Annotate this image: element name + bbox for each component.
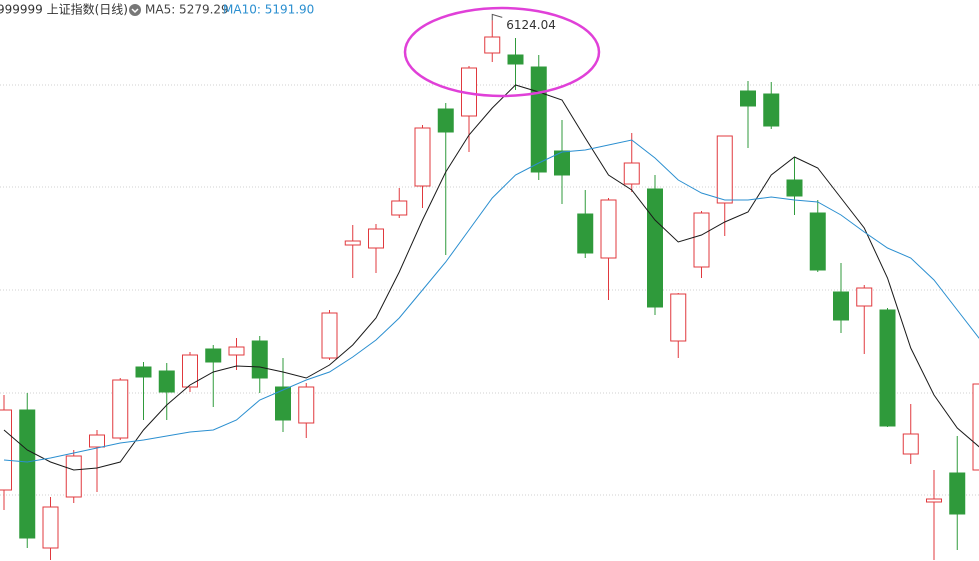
legend-entry: MA5: 5279.29 [145, 3, 229, 17]
candle-body-up [65, 455, 82, 498]
candle-body-up [0, 409, 12, 491]
candle-body-up [856, 287, 873, 307]
candle-body-up [902, 433, 919, 455]
candle-body-down [763, 93, 780, 127]
annotation-pointer [491, 13, 503, 21]
candle-body-up [926, 498, 942, 503]
highlight-ellipse [403, 6, 601, 98]
candle-body-down [158, 370, 175, 393]
candle-body-up [321, 312, 338, 359]
candle-body-down [19, 409, 36, 539]
candle-body-down [833, 291, 849, 321]
candle-body-down [135, 366, 152, 378]
dropdown-icon[interactable] [129, 4, 141, 16]
candle-body-up [623, 162, 640, 185]
candle-body-up [484, 36, 501, 54]
candle-body-down [205, 348, 222, 363]
candle-body-down [530, 66, 547, 173]
candle-body-down [577, 213, 594, 254]
ma-line [3, 139, 979, 463]
candle-body-up [391, 200, 408, 216]
candle-body-down [251, 340, 268, 379]
chart-title: 999999 上证指数(日线) [0, 2, 128, 17]
candle-body-down [786, 179, 803, 197]
candle-body-up [716, 135, 733, 204]
ma-line [3, 84, 979, 471]
candle-body-up [670, 293, 687, 342]
candle-body-up [600, 199, 617, 259]
candle-body-up [414, 127, 431, 187]
candle-body-up [228, 346, 245, 356]
candle-body-down [647, 188, 663, 308]
candle-body-up [42, 506, 59, 549]
candle-body-down [740, 90, 756, 107]
annotation: 6124.04 [506, 18, 556, 32]
dropdown-chevron [131, 8, 139, 14]
legend-entry: MA10: 5191.90 [223, 3, 314, 17]
candle-body-down [507, 54, 524, 65]
candle-body-up [182, 354, 198, 388]
candle-body-down [275, 386, 291, 421]
candle-body-down [949, 472, 966, 515]
candle-body-down [809, 212, 826, 271]
plot-area [0, 20, 979, 560]
candle-body-up [368, 228, 384, 249]
candle-body-up [298, 386, 315, 424]
candle-body-up [972, 383, 979, 471]
candle-body-down [437, 108, 454, 133]
candle-body-down [879, 309, 896, 427]
candle-body-up [89, 434, 105, 448]
candle-body-up [693, 212, 710, 268]
candle-body-up [344, 240, 361, 246]
candle-body-down [554, 150, 570, 176]
candle-body-up [112, 379, 129, 439]
